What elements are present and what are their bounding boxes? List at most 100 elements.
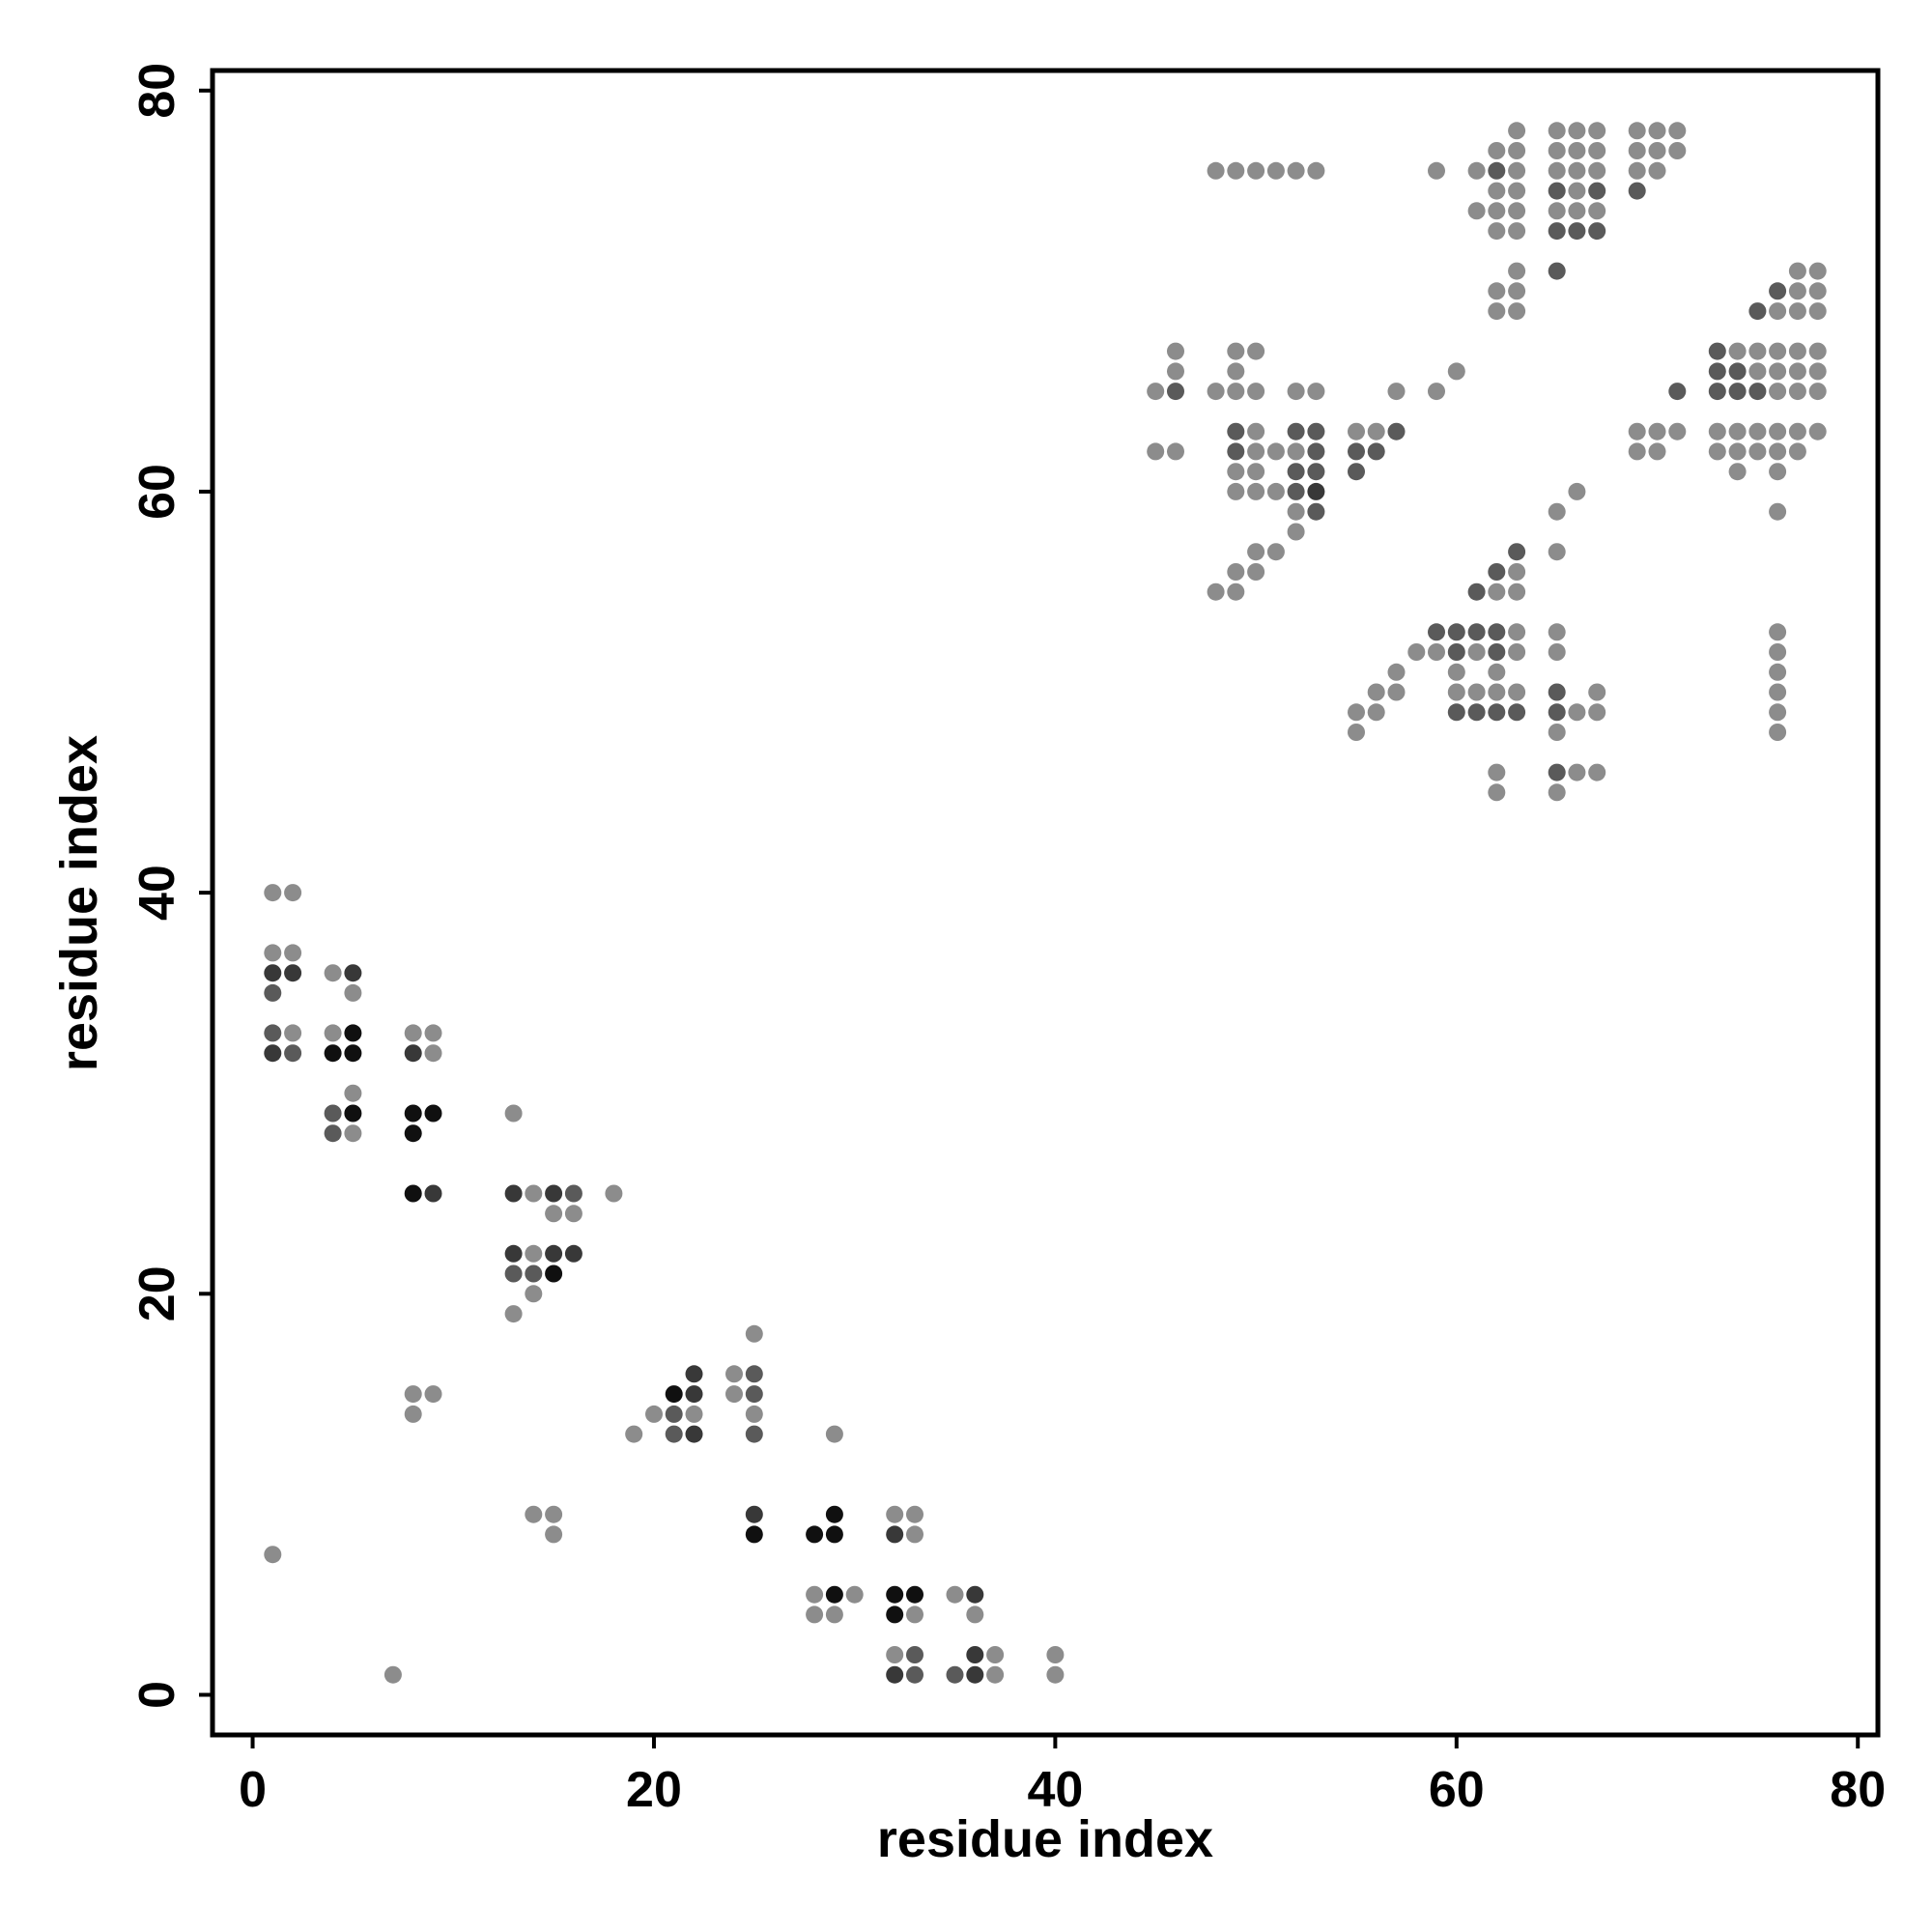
contact-point xyxy=(1548,502,1566,521)
contact-point xyxy=(745,1525,763,1544)
contact-point xyxy=(1447,683,1465,701)
contact-point xyxy=(1488,161,1506,180)
contact-point xyxy=(1508,222,1526,241)
contact-point xyxy=(1467,623,1486,641)
contact-point xyxy=(1548,222,1566,241)
y-tick-label: 40 xyxy=(129,865,185,921)
contact-point xyxy=(1167,342,1184,360)
contact-point xyxy=(545,1505,563,1523)
contact-point xyxy=(825,1425,843,1443)
contact-point xyxy=(946,1585,964,1604)
contact-point xyxy=(745,1425,763,1443)
contact-point xyxy=(685,1365,703,1383)
contact-point xyxy=(1588,763,1606,781)
contact-point xyxy=(1769,663,1787,681)
contact-point xyxy=(1588,703,1606,722)
contact-point xyxy=(564,1205,582,1223)
contact-point xyxy=(1447,623,1465,641)
contact-point xyxy=(685,1405,703,1423)
contact-point xyxy=(1808,262,1827,280)
contact-point xyxy=(685,1385,703,1404)
contact-point xyxy=(504,1244,523,1263)
contact-point xyxy=(1467,202,1486,220)
contact-point xyxy=(1628,161,1646,180)
contact-point xyxy=(1447,362,1465,381)
contact-point xyxy=(264,944,282,962)
contact-point xyxy=(1808,362,1827,381)
contact-point xyxy=(1769,463,1787,481)
contact-point xyxy=(1788,302,1806,321)
contact-point xyxy=(1628,442,1646,461)
contact-point xyxy=(1046,1646,1065,1663)
contact-point xyxy=(1508,703,1526,722)
contact-point xyxy=(504,1264,523,1283)
contact-point xyxy=(1788,442,1806,461)
contact-point xyxy=(1508,282,1526,300)
contact-point xyxy=(1769,724,1787,741)
contact-point xyxy=(1508,563,1526,581)
contact-point xyxy=(1247,383,1265,401)
contact-point xyxy=(324,964,342,982)
contact-point xyxy=(1428,161,1445,180)
contact-point xyxy=(1287,463,1305,481)
contact-point xyxy=(886,1525,904,1544)
contact-point xyxy=(1467,703,1486,722)
contact-point xyxy=(685,1425,703,1443)
x-tick-label: 60 xyxy=(1429,1762,1485,1818)
contact-point xyxy=(1548,763,1566,781)
contact-point xyxy=(1769,362,1787,381)
contact-point xyxy=(1467,161,1486,180)
contact-point xyxy=(1508,161,1526,180)
contact-point xyxy=(906,1505,923,1523)
contact-point xyxy=(906,1646,923,1663)
contact-point xyxy=(1488,763,1506,781)
y-axis-title: residue index xyxy=(50,735,108,1071)
contact-point xyxy=(1167,442,1184,461)
contact-point xyxy=(1769,302,1787,321)
contact-point xyxy=(946,1665,964,1684)
contact-point xyxy=(1508,623,1526,641)
contact-point xyxy=(1548,142,1566,159)
x-axis: 0 20 40 60 80 xyxy=(239,1735,1886,1818)
contact-point xyxy=(1769,383,1787,401)
contact-point xyxy=(1788,282,1806,300)
contact-point xyxy=(1588,222,1606,241)
contact-point xyxy=(1728,362,1747,381)
plot-frame xyxy=(210,68,1881,1738)
contact-point xyxy=(1588,122,1606,140)
contact-point xyxy=(1568,142,1586,159)
contact-point xyxy=(1668,422,1687,440)
contact-point xyxy=(1428,623,1445,641)
data-points xyxy=(264,122,1827,1684)
contact-point xyxy=(1266,543,1285,561)
contact-point xyxy=(545,1184,563,1203)
contact-point xyxy=(384,1665,402,1684)
contact-point xyxy=(1207,161,1225,180)
contact-point xyxy=(1488,282,1506,300)
x-tick-label: 20 xyxy=(626,1762,682,1818)
contact-point xyxy=(625,1425,643,1443)
contact-point xyxy=(1367,683,1385,701)
contact-point xyxy=(825,1605,843,1624)
contact-point xyxy=(1387,683,1406,701)
x-tick-label: 80 xyxy=(1830,1762,1886,1818)
contact-point xyxy=(745,1405,763,1423)
contact-point xyxy=(264,964,282,982)
contact-point xyxy=(806,1585,824,1604)
contact-point xyxy=(1548,683,1566,701)
contact-point xyxy=(1227,563,1245,581)
contact-point xyxy=(1488,142,1506,159)
contact-point xyxy=(1568,122,1586,140)
contact-point xyxy=(1628,142,1646,159)
contact-point xyxy=(525,1184,543,1203)
contact-point xyxy=(404,1184,422,1203)
contact-point xyxy=(284,964,302,982)
contact-point xyxy=(344,1124,362,1143)
contact-point xyxy=(1788,422,1806,440)
contact-point xyxy=(1708,362,1726,381)
contact-point xyxy=(1207,582,1225,601)
contact-point xyxy=(986,1665,1005,1684)
contact-point xyxy=(545,1205,563,1223)
contact-point xyxy=(1227,383,1245,401)
